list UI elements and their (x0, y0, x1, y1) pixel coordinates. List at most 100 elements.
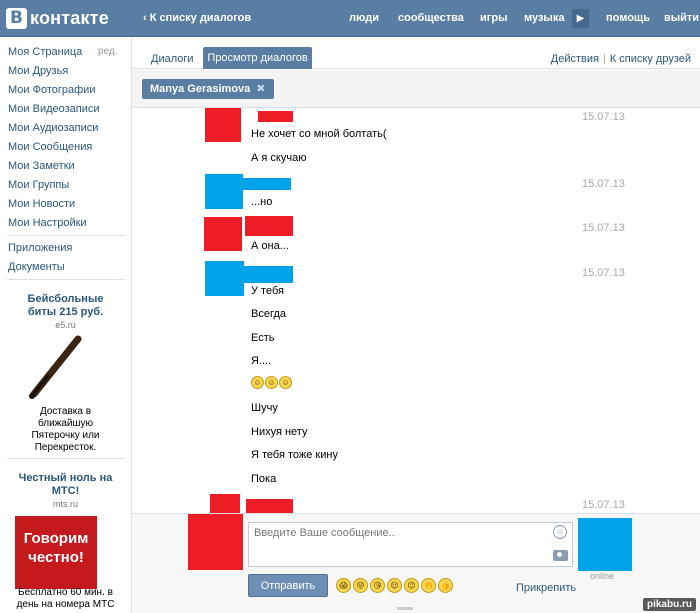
message-smiles[interactable]: ☺ ☺ ☺ (251, 376, 293, 389)
nav-games[interactable]: игры (480, 12, 508, 24)
ad-mts-domain: mts.ru (52, 499, 78, 509)
send-button[interactable]: Отправить (248, 574, 328, 597)
camera-icon[interactable] (553, 550, 568, 561)
tab-dialogs[interactable]: Диалоги (151, 53, 194, 65)
message-text[interactable]: Я тебя тоже кину (251, 449, 338, 461)
ad-bats-title[interactable]: Бейсбольные биты 215 руб. (27, 293, 104, 318)
redacted-avatar (210, 494, 240, 513)
message-text[interactable]: Шучу (251, 402, 278, 414)
redacted-my-avatar (188, 514, 243, 570)
left-sidebar: Моя Страница ред. Мои Друзья Мои Фотогра… (0, 37, 131, 613)
sidebar-item-groups[interactable]: Мои Группы (8, 179, 70, 191)
message-text[interactable]: Всегда (251, 308, 287, 320)
message-text[interactable]: ...но (251, 196, 273, 208)
message-text[interactable]: Есть (251, 332, 275, 344)
smile-icon: ☺ (251, 376, 264, 389)
interlocutor-chip[interactable]: Manya Gerasimova ✖ (142, 79, 274, 99)
nav-more-arrow-icon[interactable]: ▶ (572, 9, 589, 28)
redacted-friend-avatar[interactable] (578, 518, 632, 571)
redacted-avatar (205, 108, 241, 142)
sidebar-divider (7, 458, 125, 459)
actions-links: Действия | К списку друзей (551, 53, 691, 65)
message-text[interactable]: Нихуя нету (251, 426, 308, 438)
tab-view-dialogs[interactable]: Просмотр диалогов (203, 47, 312, 69)
vk-logo-icon: В (6, 8, 27, 29)
sidebar-item-notes[interactable]: Мои Заметки (8, 160, 75, 172)
redacted-name (245, 216, 293, 236)
back-to-dialogs-link[interactable]: ‹ К списку диалогов (143, 12, 252, 24)
message-history: 15.07.13 Не хочет со мной болтать( А я с… (132, 108, 700, 513)
ad-mts-banner[interactable]: Говорим честно! (15, 516, 97, 589)
nav-music[interactable]: музыка (524, 12, 565, 24)
actions-link[interactable]: Действия (550, 53, 599, 65)
ad-mts-title[interactable]: Честный ноль на МТС! (18, 472, 113, 497)
redacted-avatar (205, 174, 243, 209)
tabs-row: Диалоги Просмотр диалогов Действия | К спи… (132, 37, 700, 69)
online-status: online (590, 571, 615, 581)
sidebar-item-friends[interactable]: Мои Друзья (8, 65, 69, 77)
message-composer: ☺ Отправить 😱😜😘😌😉👏👍 Прикрепить online (132, 513, 700, 613)
scroll-handle[interactable] (397, 607, 413, 610)
sidebar-divider (7, 235, 125, 236)
message-date: 15.07.13 (582, 178, 625, 190)
baseball-bat-image[interactable] (26, 334, 86, 400)
nav-logout[interactable]: выйти (664, 12, 700, 24)
sidebar-item-my-page[interactable]: Моя Страница (8, 46, 83, 58)
redacted-name (258, 111, 293, 122)
smile-icon: ☺ (279, 376, 292, 389)
message-date: 15.07.13 (582, 267, 625, 279)
top-nav: люди сообщества игры музыка помощь выйти (0, 12, 700, 28)
watermark: pikabu.ru (642, 598, 696, 611)
message-input[interactable] (248, 522, 573, 567)
top-bar: В контакте ‹ К списку диалогов люди сооб… (0, 0, 700, 37)
sidebar-divider (7, 279, 125, 280)
redacted-avatar (205, 261, 244, 296)
sidebar-item-apps[interactable]: Приложения (8, 242, 73, 254)
ad-bats-domain: e5.ru (55, 320, 76, 330)
sidebar-item-audio[interactable]: Мои Аудиозаписи (8, 122, 99, 134)
emoji-wink-icon[interactable]: 😉 (404, 578, 419, 593)
chip-close-icon[interactable]: ✖ (256, 83, 266, 95)
sidebar-item-settings[interactable]: Мои Настройки (8, 217, 87, 229)
message-date: 15.07.13 (582, 222, 625, 234)
message-date: 15.07.13 (582, 499, 625, 511)
redacted-name (246, 499, 293, 513)
sidebar-item-news[interactable]: Мои Новости (8, 198, 76, 210)
nav-communities[interactable]: сообщества (398, 12, 464, 24)
message-text[interactable]: А она... (251, 240, 289, 252)
emoji-bar: 😱 😜 😘 😌 😉 👏 👍 (336, 578, 455, 593)
to-friends-link[interactable]: К списку друзей (609, 53, 691, 65)
vk-logo[interactable]: В контакте (6, 8, 109, 29)
emoji-relieved-icon[interactable]: 😌 (387, 578, 402, 593)
sidebar-item-messages[interactable]: Мои Сообщения (8, 141, 93, 153)
message-text[interactable]: А я скучаю (251, 152, 307, 164)
nav-people[interactable]: люди (349, 12, 379, 24)
nav-help[interactable]: помощь (606, 12, 650, 24)
smiley-picker-icon[interactable]: ☺ (553, 525, 567, 539)
redacted-name (244, 266, 293, 283)
sidebar-item-photos[interactable]: Мои Фотографии (8, 84, 96, 96)
emoji-clap-icon[interactable]: 👏 (421, 578, 436, 593)
message-text[interactable]: Я.... (251, 355, 272, 367)
interlocutor-name: Manya Gerasimova (150, 83, 251, 95)
filter-row: Manya Gerasimova ✖ (132, 70, 700, 108)
message-text[interactable]: У тебя (251, 285, 284, 297)
ad-bats-text: Доставка в ближайшую Пятерочку или Перек… (31, 406, 100, 453)
main-content: Диалоги Просмотр диалогов Действия | К спи… (131, 37, 700, 613)
message-text[interactable]: Пока (251, 473, 277, 485)
redacted-avatar (204, 217, 242, 251)
sidebar-item-documents[interactable]: Документы (8, 261, 65, 273)
emoji-thumbs-up-icon[interactable]: 👍 (438, 578, 453, 593)
message-date: 15.07.13 (582, 111, 625, 123)
sidebar-item-videos[interactable]: Мои Видеозаписи (8, 103, 100, 115)
sidebar-edit-link[interactable]: ред. (98, 46, 118, 57)
emoji-scream-icon[interactable]: 😱 (336, 578, 351, 593)
vk-logo-text: контакте (30, 8, 109, 28)
actions-separator: | (602, 53, 606, 65)
ad-mts-text: Бесплатно 60 мин. в день на номера МТС (16, 587, 115, 610)
emoji-kiss-icon[interactable]: 😘 (370, 578, 385, 593)
emoji-tongue-icon[interactable]: 😜 (353, 578, 368, 593)
attach-link[interactable]: Прикрепить (516, 582, 577, 594)
message-text[interactable]: Не хочет со мной болтать( (251, 128, 387, 140)
smile-icon: ☺ (265, 376, 278, 389)
